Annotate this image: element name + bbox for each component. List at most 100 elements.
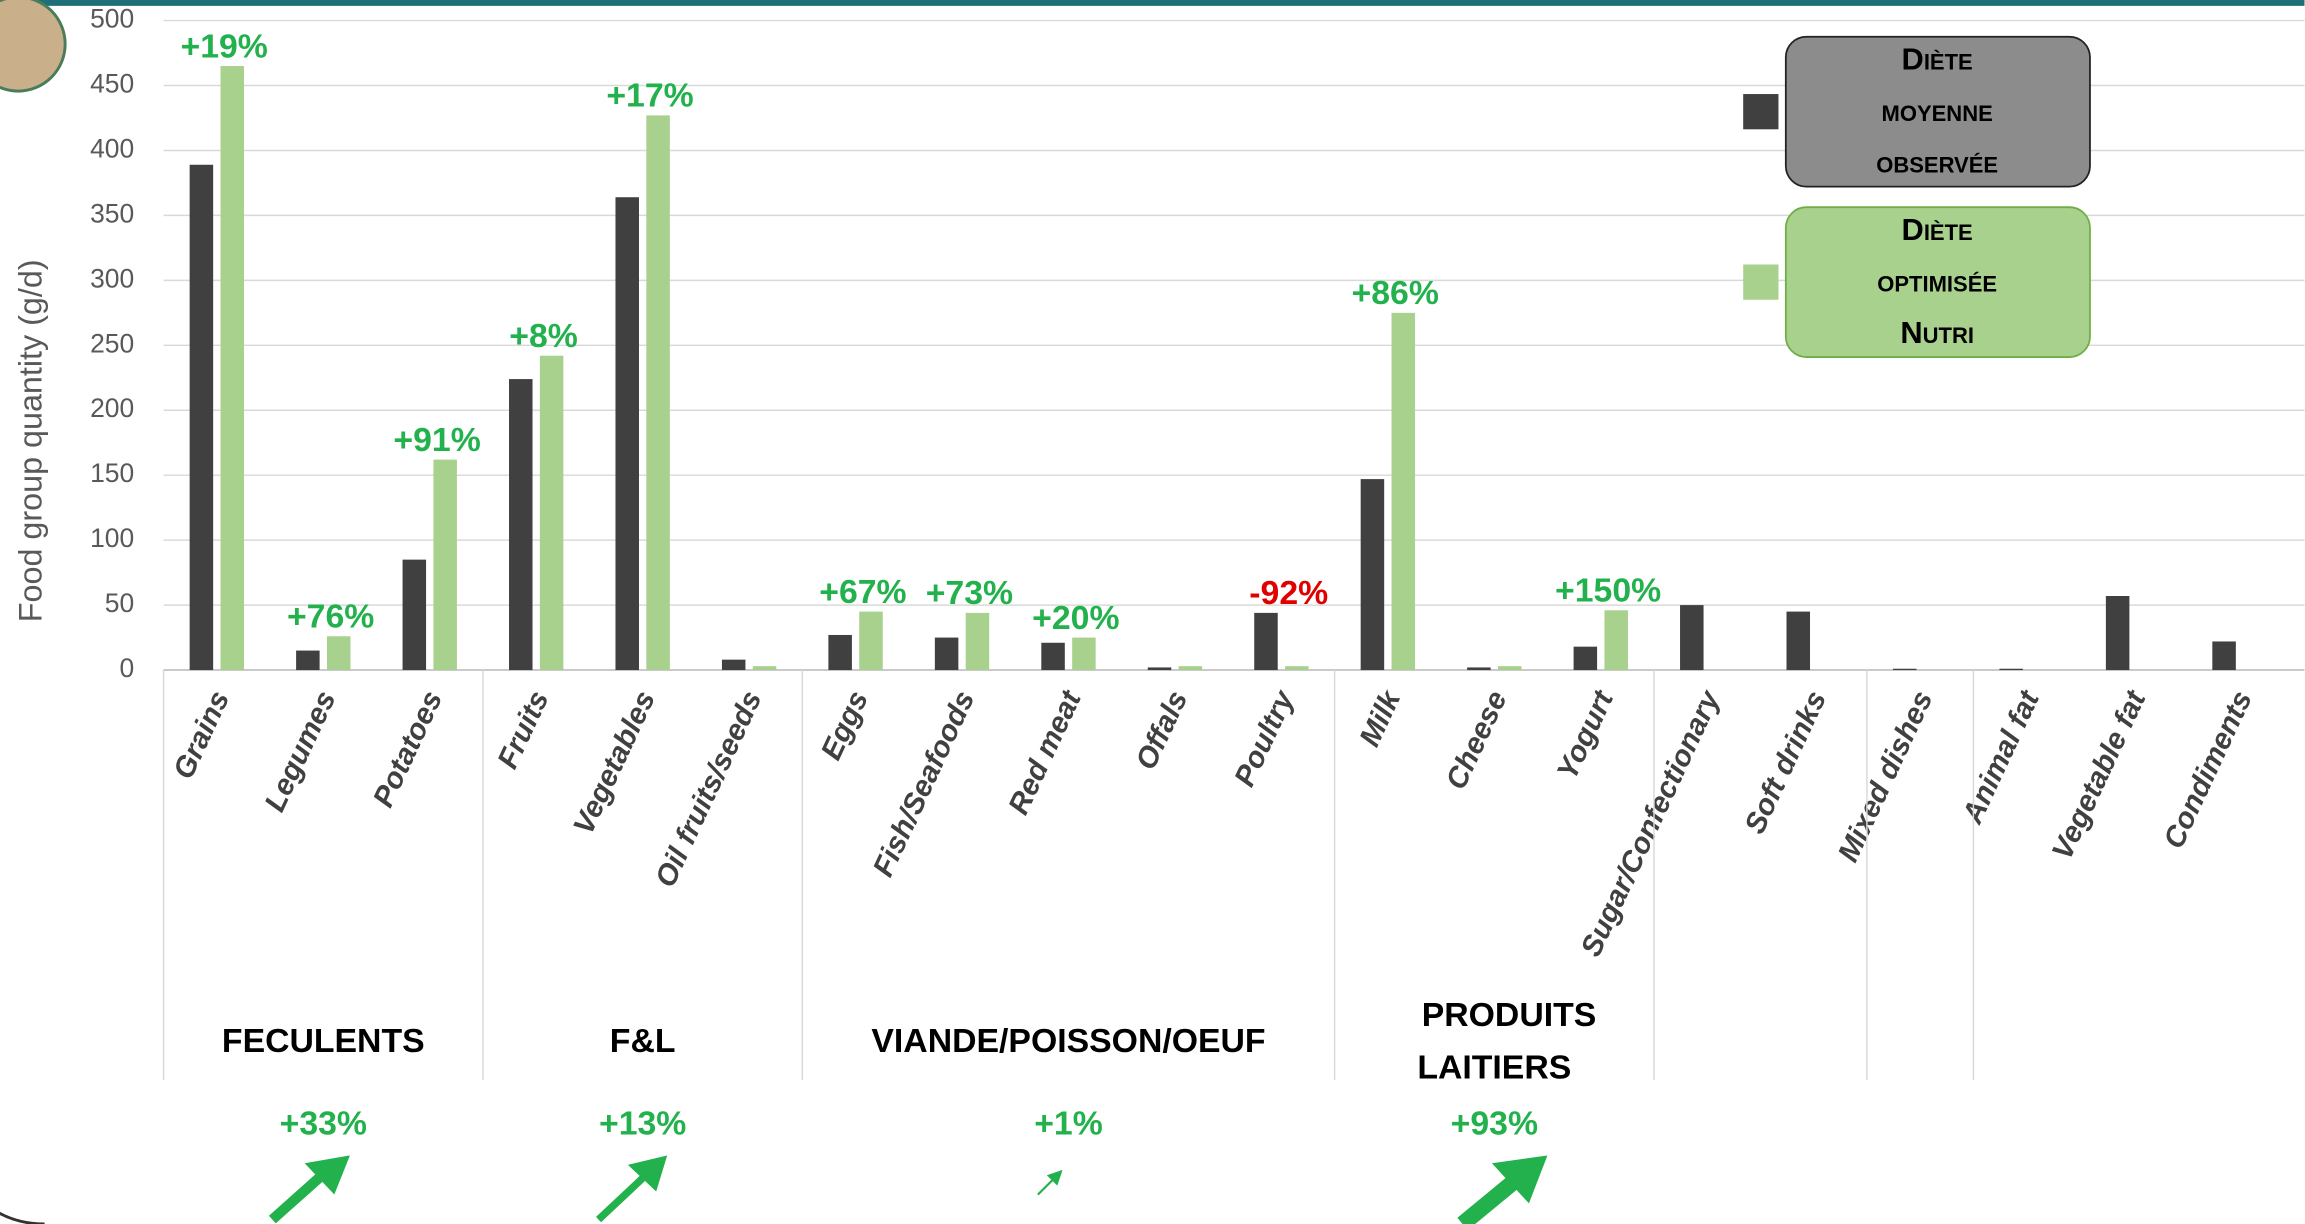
change-label: +8% [509, 317, 578, 355]
x-tick-label: Fish/Seafoods [867, 686, 982, 882]
legend-box [1784, 35, 2091, 188]
group-label: VIANDE/POISSON/OEUF [871, 1022, 1265, 1060]
bar [2105, 596, 2130, 671]
x-tick-label: Mixed dishes [1832, 686, 1940, 867]
y-tick-label: 400 [90, 133, 134, 163]
bar [752, 666, 777, 671]
legend-swatch [1743, 264, 1779, 300]
y-tick-label: 350 [90, 198, 134, 228]
arrow [596, 1171, 650, 1223]
legend-label-line: observée [1876, 145, 1998, 180]
bar [1497, 666, 1522, 671]
bar [1254, 612, 1278, 671]
bar [509, 379, 533, 671]
x-tick-label: Vegetables [567, 686, 662, 840]
y-tick-label: 250 [90, 328, 134, 358]
bar [828, 634, 852, 671]
x-tick-label: Cheese [1439, 686, 1513, 795]
logo [0, 0, 66, 92]
group-label: PRODUITS LAITIERS [1417, 996, 1596, 1087]
group-label: FECULENTS [222, 1022, 425, 1060]
bar [615, 197, 639, 671]
legend-label-line: Nutri [1900, 315, 1974, 350]
y-tick-label: 300 [90, 263, 134, 293]
top-border [0, 0, 2305, 6]
bar [296, 650, 320, 671]
legend-label: Diète moyenne observée [1876, 42, 1998, 180]
frame-corner [0, 1211, 45, 1224]
legend-swatch [1743, 94, 1779, 130]
change-label: +91% [393, 421, 480, 459]
bar [1786, 611, 1811, 671]
bar [1147, 667, 1172, 671]
bar [402, 559, 427, 671]
change-label: +67% [819, 573, 906, 611]
y-tick-label: 100 [90, 523, 134, 553]
bar [1999, 668, 2023, 671]
change-label: +20% [1032, 599, 1119, 637]
bar [1892, 668, 1917, 671]
change-label: +17% [606, 77, 693, 115]
x-tick-label: Condiments [2157, 686, 2259, 854]
change-label: +86% [1352, 274, 1439, 312]
legend-label: Diète optimisée Nutri [1877, 212, 1997, 350]
x-tick-label: Yogurt [1551, 685, 1621, 785]
legend-label-line: Diète [1902, 212, 1973, 247]
bar [2212, 641, 2236, 671]
legend-box [1784, 206, 2091, 358]
bar [646, 115, 670, 671]
change-label: +73% [926, 574, 1013, 612]
x-tick-label: Oil fruits/seeds [649, 686, 769, 892]
x-tick-label: Eggs [815, 686, 875, 765]
x-tick-label: Fruits [491, 686, 555, 774]
x-tick-label: Red meat [1002, 685, 1088, 820]
bar [859, 611, 883, 671]
x-tick-label: Poultry [1228, 684, 1301, 791]
arrow-head [627, 1155, 668, 1192]
bar [1467, 667, 1491, 671]
legend-label-line: moyenne [1882, 93, 1993, 128]
y-tick-label: 0 [119, 653, 134, 683]
x-tick-label: Grains [167, 686, 236, 784]
arrow-head [1491, 1155, 1548, 1204]
change-label: +19% [181, 27, 268, 65]
legend-label-line: Diète [1902, 42, 1973, 77]
bar [965, 612, 990, 671]
bar [1178, 666, 1203, 671]
x-tick-label: Legumes [258, 686, 342, 817]
group-label: F&L [610, 1022, 676, 1060]
y-axis-title: Food group quantity (g/d) [12, 259, 48, 622]
bar [433, 459, 457, 671]
change-label: -92% [1249, 574, 1328, 612]
group-change: +13% [599, 1104, 686, 1142]
group-label-line: PRODUITS [1422, 996, 1597, 1034]
bar [1680, 605, 1704, 671]
bar [1573, 646, 1598, 671]
group-arrows [268, 1155, 1548, 1224]
x-tick-label: Soft drinks [1738, 686, 1833, 839]
y-tick-label: 150 [90, 458, 134, 488]
change-label: +150% [1555, 572, 1661, 610]
bar [1391, 312, 1416, 671]
bar [1285, 666, 1309, 671]
y-tick-label: 200 [90, 393, 134, 423]
x-tick-label: Potatoes [367, 686, 449, 812]
bar [1072, 637, 1096, 671]
x-tick-label: Vegetable fat [2046, 685, 2153, 865]
arrow-head [1046, 1169, 1063, 1186]
bar [189, 164, 214, 671]
arrow-head [304, 1155, 350, 1195]
x-tick-label: Animal fat [1956, 685, 2047, 830]
legend-label-line: optimisée [1877, 264, 1997, 299]
bar [934, 637, 959, 671]
y-tick-label: 500 [90, 4, 134, 34]
group-label-line: LAITIERS [1417, 1049, 1571, 1087]
bar [220, 66, 245, 671]
bar [326, 636, 351, 671]
bar [1360, 479, 1385, 671]
x-tick-label: Offals [1129, 686, 1194, 775]
y-tick-label: 450 [90, 69, 134, 99]
x-tick-label: Milk [1353, 684, 1408, 751]
bar [1604, 610, 1628, 671]
bar [539, 355, 564, 671]
